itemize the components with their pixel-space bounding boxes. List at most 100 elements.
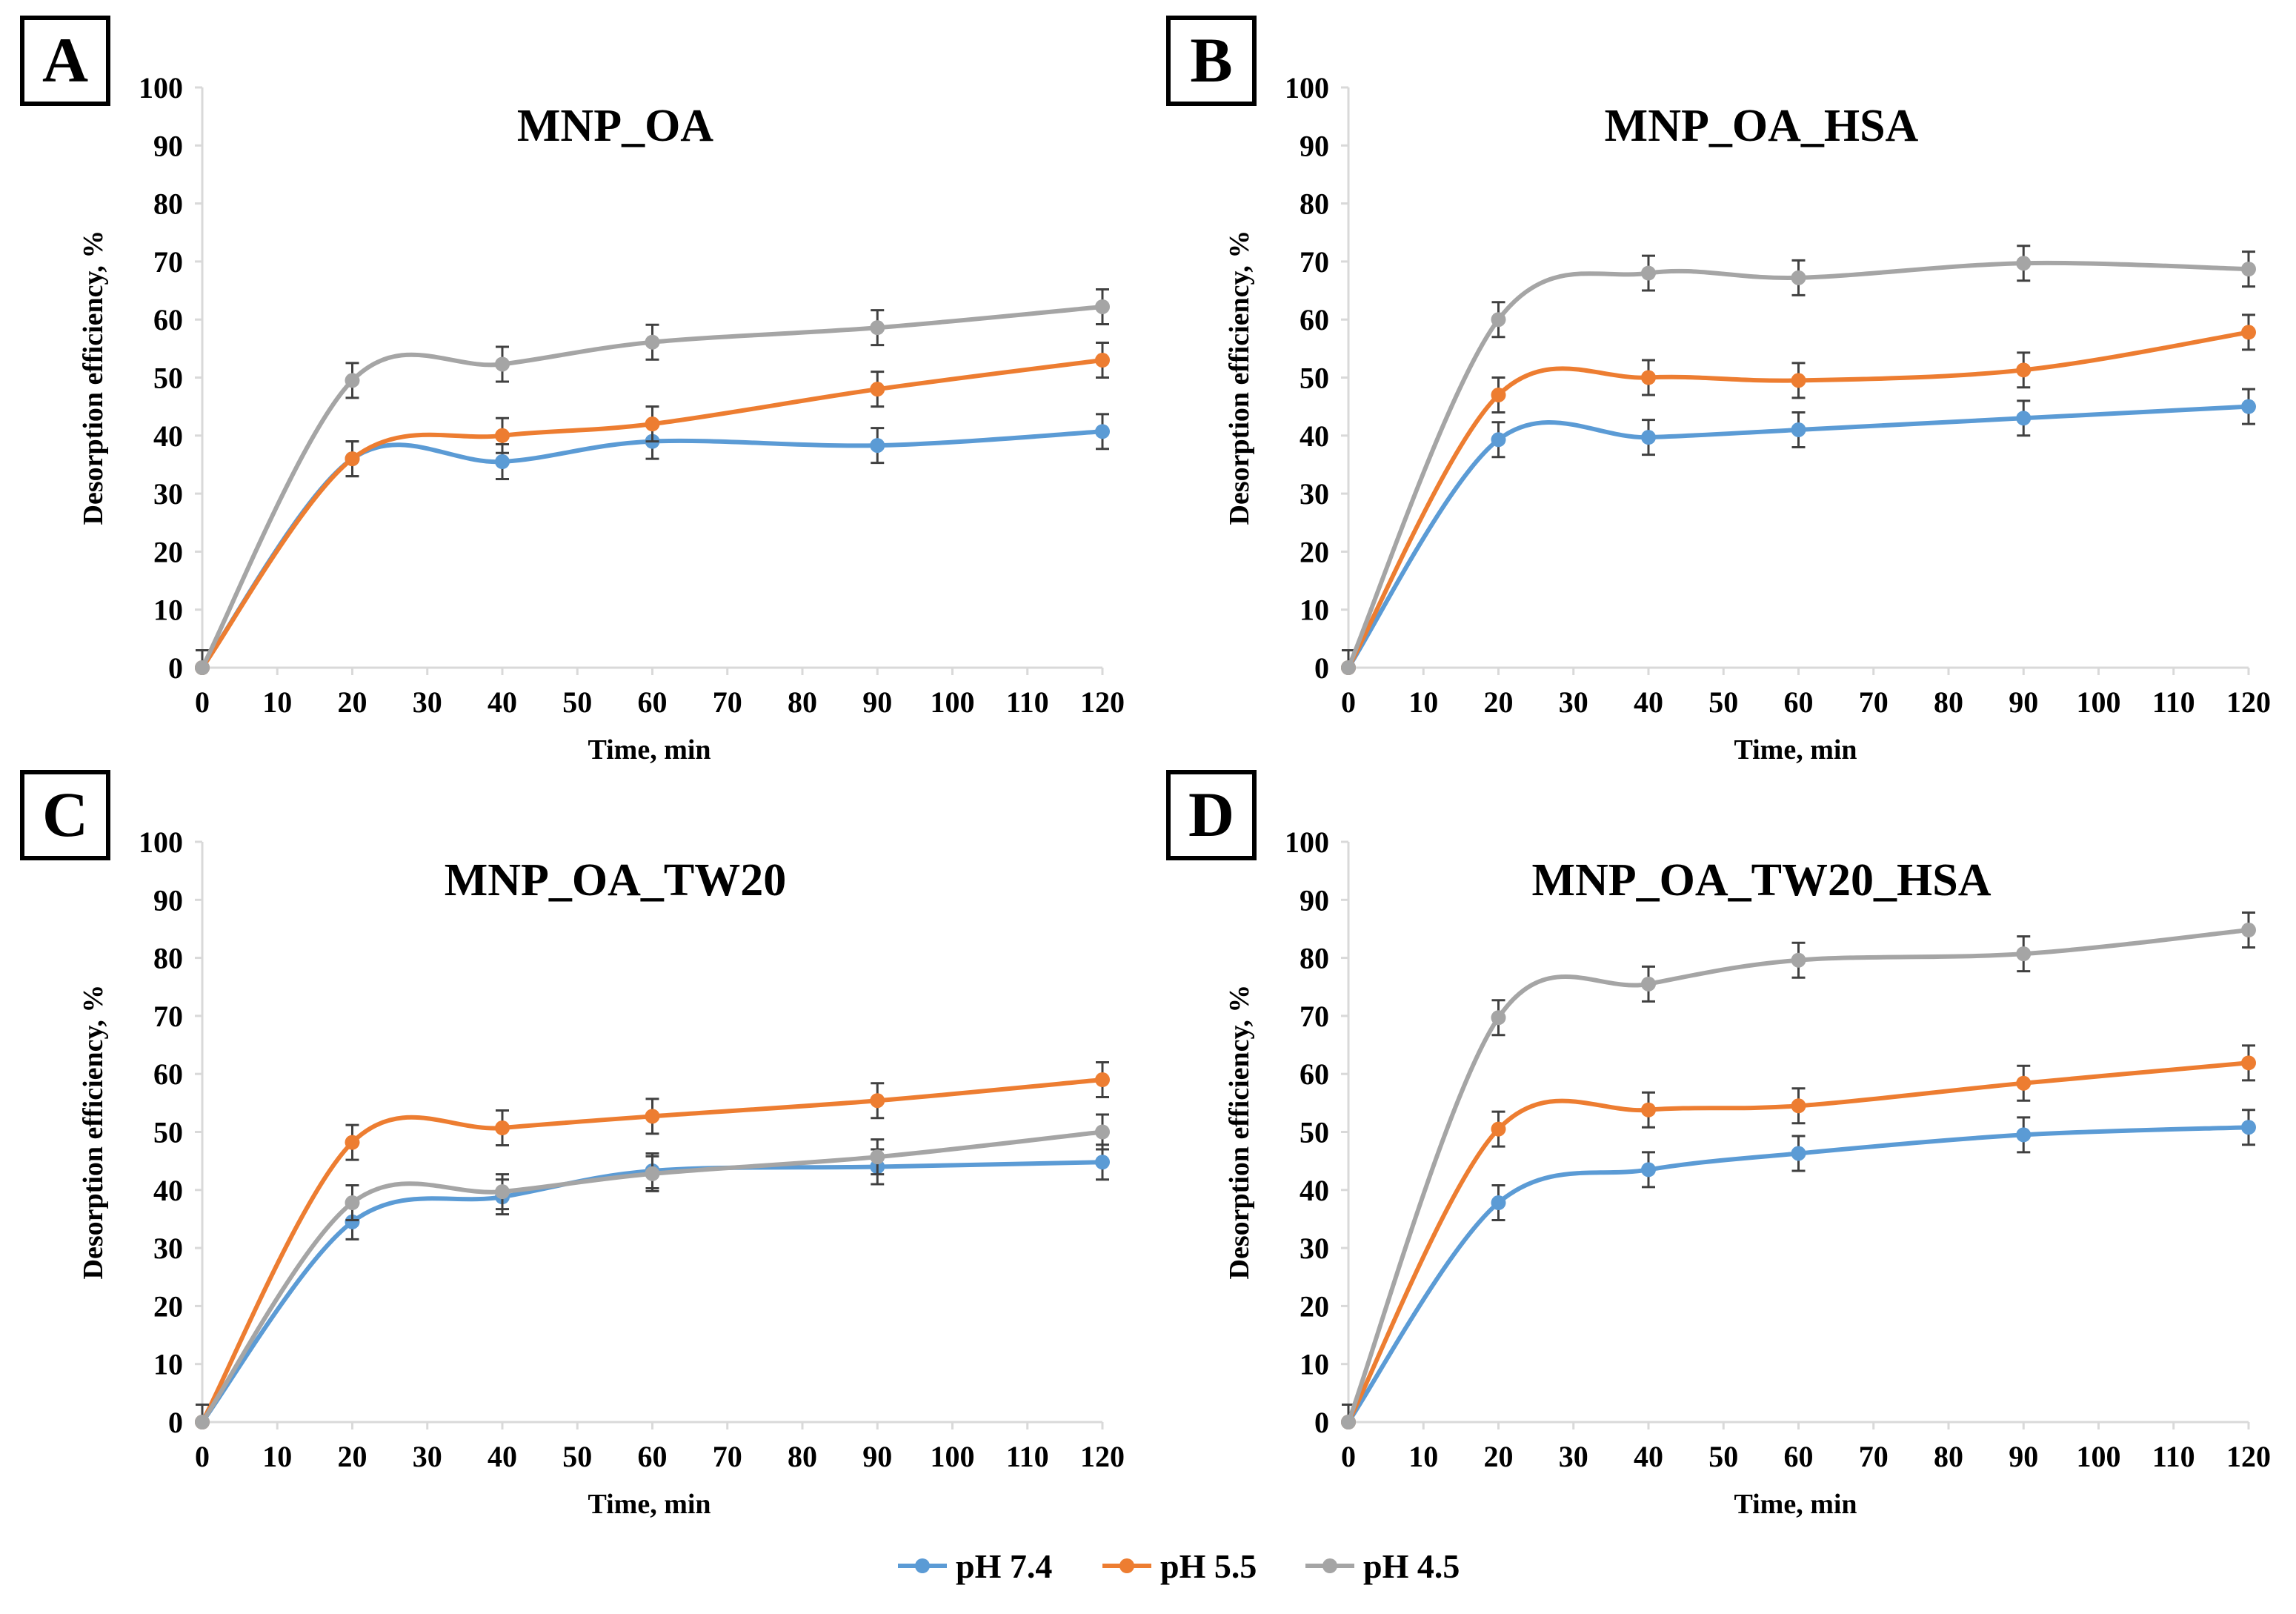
legend-item-ph-7-4: pH 7.4	[898, 1547, 1052, 1585]
legend-swatch-marker	[1322, 1558, 1337, 1573]
y-tick-label: 90	[153, 129, 183, 162]
panel-letter: B	[1190, 24, 1232, 96]
x-tick-label: 40	[1634, 685, 1663, 719]
y-tick-label: 90	[1300, 129, 1329, 162]
series-ph-5-5	[1341, 1044, 2256, 1429]
series-line	[200, 358, 1103, 669]
y-tick-label: 60	[1300, 1057, 1329, 1091]
legend-swatch-marker	[915, 1558, 930, 1573]
data-point	[495, 1120, 510, 1136]
x-tick-label: 60	[1784, 1440, 1814, 1473]
chart-title: MNP_OA_HSA	[1605, 101, 1919, 151]
x-tick-label: 30	[1559, 685, 1588, 719]
data-point	[2241, 1120, 2256, 1135]
x-tick-label: 120	[1080, 685, 1125, 719]
x-tick-label: 70	[1859, 1440, 1889, 1473]
x-tick-label: 10	[1408, 1440, 1438, 1473]
data-point	[2016, 411, 2032, 426]
legend-label: pH 5.5	[1160, 1547, 1257, 1585]
x-tick-label: 30	[413, 1440, 442, 1473]
data-point	[2241, 262, 2256, 277]
x-axis-title: Time, min	[588, 1489, 711, 1520]
y-tick-label: 50	[1300, 1116, 1329, 1149]
x-tick-label: 10	[262, 1440, 292, 1473]
x-tick-label: 80	[788, 1440, 817, 1473]
x-tick-label: 60	[638, 685, 668, 719]
y-axis-title: Desorption efficiency, %	[78, 985, 109, 1280]
data-point	[1791, 270, 1806, 285]
data-point	[345, 1195, 360, 1211]
x-tick-label: 50	[562, 1440, 592, 1473]
y-tick-label: 50	[153, 1116, 183, 1149]
series-line	[200, 1077, 1103, 1424]
data-point	[1095, 1155, 1110, 1170]
x-tick-label: 100	[931, 685, 975, 719]
data-point	[2016, 256, 2032, 271]
series-line	[1346, 260, 2249, 669]
y-tick-label: 100	[1285, 826, 1329, 859]
x-axis-title: Time, min	[588, 734, 711, 766]
y-tick-label: 70	[153, 1000, 183, 1033]
y-tick-label: 40	[153, 419, 183, 453]
x-tick-label: 70	[713, 1440, 742, 1473]
data-point	[645, 416, 660, 432]
series-line	[200, 305, 1103, 669]
data-point	[2241, 399, 2256, 414]
data-point	[1491, 312, 1506, 328]
data-point	[2016, 1127, 2032, 1143]
data-point	[1641, 265, 1656, 281]
x-tick-label: 80	[788, 685, 817, 719]
y-tick-label: 10	[153, 1348, 183, 1381]
y-tick-label: 30	[153, 1232, 183, 1265]
data-point	[1791, 1146, 1806, 1161]
y-tick-label: 0	[1314, 651, 1329, 685]
x-tick-label: 110	[2152, 685, 2195, 719]
x-tick-label: 30	[1559, 1440, 1588, 1473]
x-tick-label: 20	[338, 685, 367, 719]
y-tick-label: 90	[1300, 883, 1329, 917]
x-tick-label: 90	[2009, 1440, 2038, 1473]
data-point	[2241, 923, 2256, 938]
x-tick-label: 90	[862, 1440, 892, 1473]
y-tick-label: 20	[153, 1289, 183, 1323]
series-ph-7-4	[195, 413, 1110, 675]
series-line	[1346, 330, 2249, 669]
series-line	[200, 429, 1103, 669]
data-point	[870, 438, 885, 454]
x-tick-label: 60	[638, 1440, 668, 1473]
x-tick-label: 20	[1484, 685, 1514, 719]
y-tick-label: 0	[1314, 1406, 1329, 1439]
y-tick-label: 30	[153, 477, 183, 511]
legend: pH 7.4 pH 5.5 pH 4.5	[898, 1547, 1460, 1585]
y-tick-label: 90	[153, 883, 183, 917]
data-point	[1491, 1195, 1506, 1211]
data-point	[870, 320, 885, 336]
y-tick-label: 20	[1300, 535, 1329, 568]
data-point	[1641, 1102, 1656, 1117]
y-tick-label: 80	[153, 942, 183, 975]
y-tick-label: 60	[153, 1057, 183, 1091]
chart-title: MNP_OA	[517, 101, 713, 151]
y-tick-label: 70	[1300, 1000, 1329, 1033]
data-point	[2016, 946, 2032, 962]
x-tick-label: 120	[1080, 1440, 1125, 1473]
data-point	[2241, 1055, 2256, 1071]
legend-label: pH 7.4	[956, 1547, 1052, 1585]
data-point	[1491, 1010, 1506, 1026]
y-tick-label: 70	[153, 245, 183, 279]
data-point	[1491, 1121, 1506, 1137]
x-tick-label: 10	[1408, 685, 1438, 719]
x-tick-label: 50	[562, 685, 592, 719]
data-point	[870, 1093, 885, 1109]
x-tick-label: 90	[2009, 685, 2038, 719]
x-tick-label: 100	[2077, 1440, 2121, 1473]
series-ph-4-5	[1341, 245, 2256, 675]
x-tick-label: 120	[2226, 1440, 2271, 1473]
x-tick-label: 50	[1708, 1440, 1738, 1473]
data-point	[1095, 299, 1110, 314]
data-point	[1791, 1098, 1806, 1114]
data-point	[2016, 1075, 2032, 1091]
data-point	[1491, 387, 1506, 402]
chart-panel-b: B 0 10 20 30 40 50 60 70 80 90 100 0 10 20 30 40 50 60 70 80…	[1166, 16, 2271, 766]
